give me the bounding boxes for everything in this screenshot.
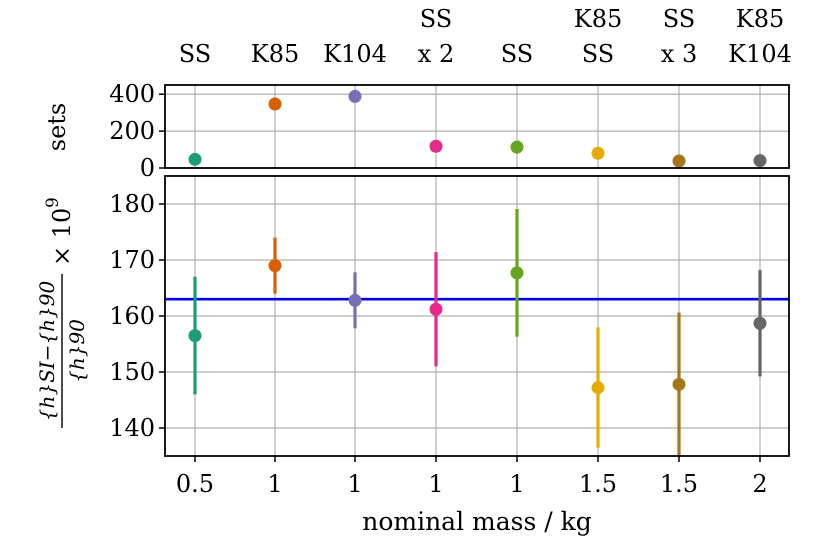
top-panel-marks: [188, 89, 767, 168]
group-label-6-1: x 3: [661, 40, 697, 68]
top-ytick-label-0: 0: [140, 154, 155, 182]
bottom-ytick-label-3: 170: [109, 246, 155, 274]
bottom-ytick-label-1: 150: [109, 358, 155, 386]
x-tick-label-2: 1: [347, 470, 362, 498]
top-y-axis-title: sets: [43, 103, 71, 151]
y-label-exponent: 9: [43, 197, 63, 208]
top-panel-frame: [164, 84, 790, 169]
group-label-0-0: SS: [179, 40, 211, 68]
group-label-4-0: SS: [501, 40, 533, 68]
top-ytick-label-1: 200: [109, 117, 155, 145]
x-tick-label-7: 2: [752, 470, 767, 498]
x-tick-label-6: 1.5: [660, 470, 698, 498]
bottom-y-axis-title: {h}SI−{h}90 {h}90 × 10 9: [35, 197, 89, 428]
value-point-1: [268, 259, 282, 273]
group-label-2-0: K104: [323, 40, 387, 68]
value-point-4: [510, 266, 524, 280]
y-label-denominator: {h}90: [65, 319, 89, 383]
bottom-panel-grid: [165, 176, 789, 456]
value-point-3: [429, 302, 443, 316]
group-label-3-1: x 2: [418, 40, 454, 68]
bottom-ytick-label-2: 160: [109, 302, 155, 330]
group-label-7-0: K85: [736, 5, 784, 33]
sets-point-6: [672, 154, 686, 168]
bottom-panel-marks: [165, 209, 789, 456]
top-panel-axes: 0 200 400 SS K85 K104 SS x 2 SS K85 SS SS x 3 K85 K104: [109, 5, 792, 182]
bottom-ytick-label-4: 180: [109, 190, 155, 218]
x-tick-label-3: 1: [428, 470, 443, 498]
x-tick-label-4: 1: [509, 470, 524, 498]
x-tick-label-1: 1: [267, 470, 282, 498]
sets-point-5: [591, 146, 605, 160]
sets-point-7: [753, 154, 767, 168]
group-label-5-1: SS: [582, 40, 614, 68]
sets-point-3: [429, 139, 443, 153]
top-ytick-label-2: 400: [109, 80, 155, 108]
value-point-6: [672, 377, 686, 391]
bottom-panel-axes: 140 150 160 170 180 0.5 1 1 1 1 1.5 1.5 2: [109, 190, 767, 498]
group-label-1-0: K85: [251, 40, 299, 68]
group-label-6-0: SS: [663, 5, 695, 33]
value-point-2: [348, 293, 362, 307]
y-label-factor: × 10: [48, 208, 76, 266]
value-point-0: [188, 329, 202, 343]
group-label-5-0: K85: [574, 5, 622, 33]
x-tick-label-5: 1.5: [579, 470, 617, 498]
group-label-3-0: SS: [420, 5, 452, 33]
sets-point-0: [188, 152, 202, 166]
error-bars: [188, 209, 767, 456]
group-label-7-1: K104: [728, 40, 792, 68]
top-panel-grid: [165, 85, 789, 169]
value-point-5: [591, 381, 605, 395]
x-axis-title: nominal mass / kg: [362, 507, 592, 536]
sets-point-1: [268, 97, 282, 111]
sets-point-2: [348, 89, 362, 103]
x-tick-label-0: 0.5: [176, 470, 214, 498]
y-label-numerator: {h}SI−{h}90: [35, 280, 59, 421]
sets-point-4: [510, 140, 524, 154]
value-point-7: [753, 316, 767, 330]
bottom-ytick-label-0: 140: [109, 414, 155, 442]
